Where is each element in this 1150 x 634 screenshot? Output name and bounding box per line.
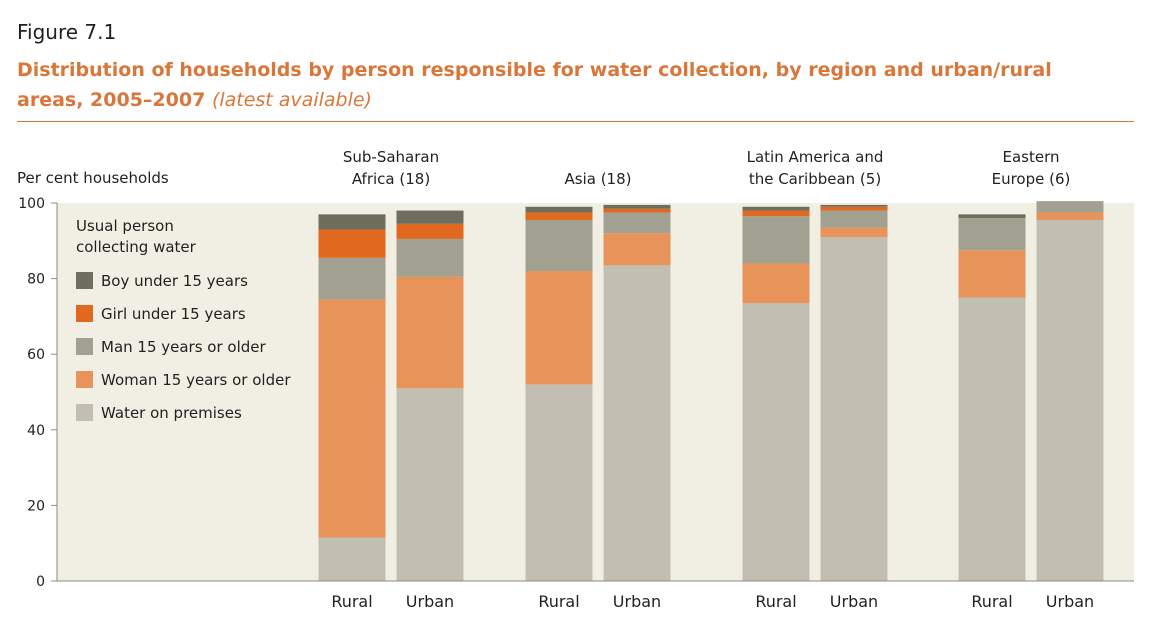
bar-segment-premises	[820, 237, 888, 581]
y-tick-label: 40	[27, 423, 45, 439]
bar-segment-man	[525, 220, 593, 272]
bar-segment-girl	[318, 229, 386, 258]
bar-segment-premises	[525, 384, 593, 581]
region-label: Sub-Saharan	[343, 148, 439, 166]
bar-segment-man	[1036, 201, 1104, 213]
bar-segment-premises	[1036, 220, 1104, 581]
region-label: the Caribbean (5)	[749, 170, 881, 188]
bar-segment-premises	[958, 297, 1026, 581]
y-tick-label: 100	[18, 196, 45, 212]
y-axis-ticks: 0 20 40 60 80 100	[18, 196, 57, 590]
region-labels: Sub-Saharan Africa (18) Asia (18) Latin Ame…	[343, 148, 1071, 188]
bar-segment-woman	[396, 276, 464, 389]
bar-segment-boy	[318, 214, 386, 230]
bar-segment-boy	[396, 210, 464, 224]
x-tick-label: Urban	[613, 592, 661, 611]
y-tick-label: 80	[27, 272, 45, 288]
legend-swatch-girl	[76, 305, 93, 322]
x-tick-label: Urban	[406, 592, 454, 611]
x-tick-label: Rural	[971, 592, 1012, 611]
y-tick-label: 60	[27, 347, 45, 363]
bar-segment-premises	[603, 265, 671, 581]
bar-segment-woman	[742, 263, 810, 304]
bar-segment-girl	[742, 210, 810, 217]
bar-segment-girl	[820, 206, 888, 211]
bar-segment-man	[318, 257, 386, 300]
region-label: Europe (6)	[992, 170, 1071, 188]
bar-segment-girl	[525, 212, 593, 221]
plot-area	[57, 203, 1134, 581]
legend-swatch-boy	[76, 272, 93, 289]
bar-segment-boy	[525, 206, 593, 213]
x-tick-label: Urban	[830, 592, 878, 611]
legend-title: collecting water	[76, 238, 197, 256]
bar-segment-premises	[742, 303, 810, 581]
y-tick-label: 0	[36, 574, 45, 590]
legend-title: Usual person	[76, 217, 174, 235]
legend-swatch-woman	[76, 371, 93, 388]
region-label: Eastern	[1002, 148, 1059, 166]
bar-segment-boy	[820, 204, 888, 207]
bar-segment-man	[820, 210, 888, 228]
bar-segment-premises	[396, 388, 464, 581]
bar-segment-man	[396, 238, 464, 277]
y-tick-label: 20	[27, 498, 45, 514]
region-label: Asia (18)	[565, 170, 632, 188]
bar-segment-man	[958, 218, 1026, 251]
bar-segment-woman	[525, 271, 593, 385]
bar-segment-woman	[603, 233, 671, 266]
bar-segment-girl	[603, 208, 671, 213]
legend-label: Girl under 15 years	[101, 305, 246, 323]
x-axis-labels: Rural Urban Rural Urban Rural Urban Rural Urban	[331, 592, 1094, 611]
region-label: Latin America and	[747, 148, 884, 166]
bar-segment-woman	[958, 250, 1026, 298]
title-rule	[17, 121, 1134, 122]
y-axis-label: Per cent households	[17, 169, 169, 187]
legend-label: Woman 15 years or older	[101, 371, 291, 389]
bar-stacks	[318, 201, 1104, 581]
figure-number: Figure 7.1	[17, 20, 117, 44]
region-label: Africa (18)	[352, 170, 430, 188]
figure-title: Distribution of households by person res…	[17, 55, 1117, 115]
x-tick-label: Rural	[331, 592, 372, 611]
legend-swatch-man	[76, 338, 93, 355]
legend-label: Boy under 15 years	[101, 272, 248, 290]
x-tick-label: Urban	[1046, 592, 1094, 611]
x-tick-label: Rural	[755, 592, 796, 611]
bar-segment-man	[603, 212, 671, 234]
figure-title-sub: (latest available)	[211, 89, 372, 111]
legend-label: Water on premises	[101, 404, 242, 422]
legend: Usual person collecting water Boy under 15…	[76, 217, 291, 422]
bar-segment-man	[742, 216, 810, 264]
bar-segment-boy	[603, 204, 671, 209]
legend-label: Man 15 years or older	[101, 338, 267, 356]
x-tick-label: Rural	[538, 592, 579, 611]
legend-swatch-premises	[76, 404, 93, 421]
bar-segment-woman	[820, 227, 888, 238]
bar-segment-woman	[1036, 212, 1104, 221]
bar-segment-boy	[742, 206, 810, 211]
figure-title-main: Distribution of households by person res…	[17, 59, 1052, 111]
bar-segment-premises	[318, 537, 386, 581]
bar-segment-boy	[958, 214, 1026, 219]
bar-segment-woman	[318, 299, 386, 538]
bar-segment-girl	[396, 223, 464, 239]
